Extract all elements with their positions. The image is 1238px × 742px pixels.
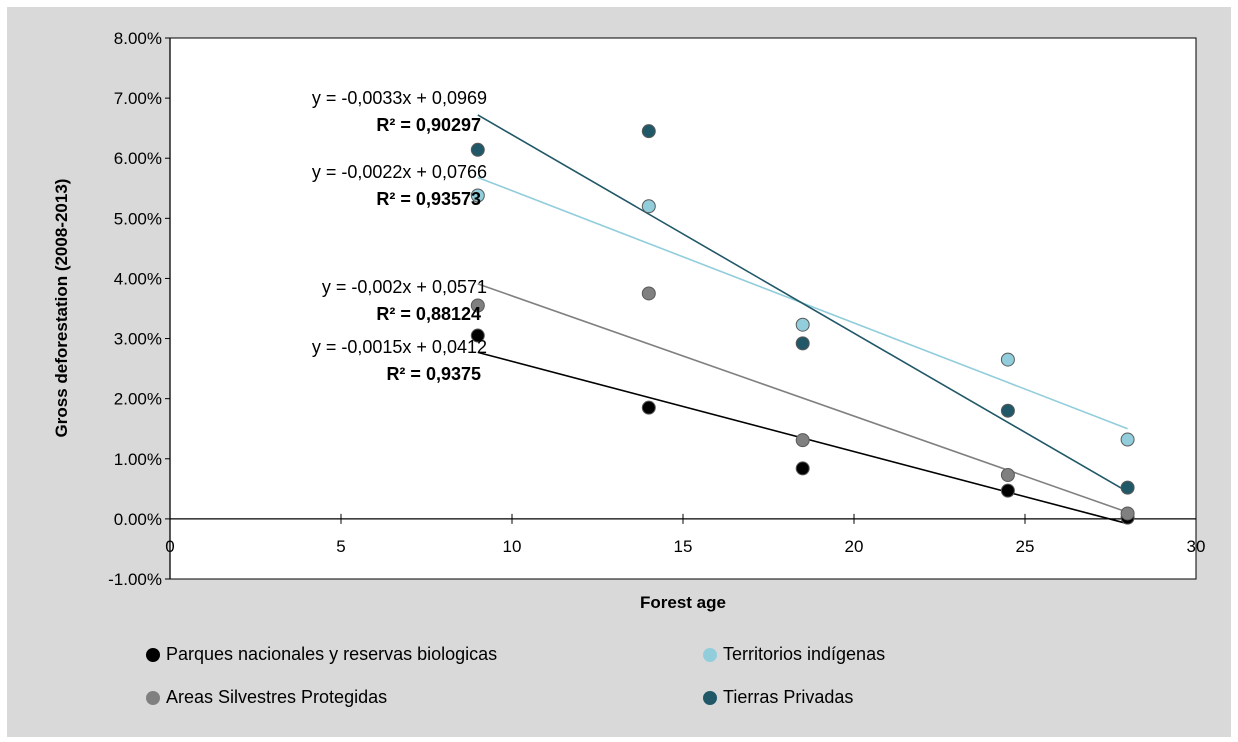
data-point (795, 433, 810, 448)
data-point (1000, 483, 1015, 498)
trendline-r2: R² = 0,9375 (386, 364, 481, 384)
x-tick-label: 15 (674, 537, 693, 556)
data-point (641, 400, 656, 415)
y-tick-label: -1.00% (108, 570, 162, 589)
x-tick-label: 5 (336, 537, 345, 556)
scatter-chart: -1.00% 0.00% 1.00% 2.00% 3.00% 4.00% 5.00% 6.00… (52, 29, 1206, 612)
data-point (470, 298, 485, 313)
trendline-equation: y = -0,002x + 0,0571 (322, 277, 487, 297)
trendline-r2: R² = 0,90297 (376, 115, 481, 135)
y-tick-label: 3.00% (114, 330, 162, 349)
data-point (641, 199, 656, 214)
y-tick-label: 4.00% (114, 269, 162, 288)
y-tick-label: 7.00% (114, 89, 162, 108)
trendline-r2: R² = 0,93573 (376, 189, 481, 209)
data-point (641, 286, 656, 301)
trendline-equation: y = -0,0022x + 0,0766 (312, 162, 487, 182)
data-point (1120, 506, 1135, 521)
trendline (477, 114, 1129, 493)
y-axis-title: Gross deforestation (2008-2013) (52, 179, 71, 438)
legend-label: Territorios indígenas (723, 644, 886, 664)
legend-swatch (703, 647, 717, 662)
y-tick-label: 2.00% (114, 390, 162, 409)
legend-item-parques: Parques nacionales y reservas biologicas (146, 644, 497, 665)
data-point (641, 124, 656, 139)
data-point (1000, 403, 1015, 418)
x-tick-label: 0 (165, 537, 174, 556)
data-point (470, 142, 485, 157)
y-tick-label: 8.00% (114, 29, 162, 48)
x-tick-label: 10 (503, 537, 522, 556)
x-tick-label: 20 (845, 537, 864, 556)
trendline-equation: y = -0,0015x + 0,0412 (312, 337, 487, 357)
x-tick-label: 30 (1187, 537, 1206, 556)
legend-label: Parques nacionales y reservas biologicas (166, 644, 498, 664)
legend-item-tierras: Tierras Privadas (703, 687, 853, 708)
y-tick-label: 5.00% (114, 209, 162, 228)
data-point (1000, 352, 1015, 367)
data-point (795, 336, 810, 351)
data-point (795, 317, 810, 332)
legend-item-areas: Areas Silvestres Protegidas (146, 687, 387, 708)
data-point (1000, 468, 1015, 483)
data-point (1120, 432, 1135, 447)
legend-swatch (703, 690, 717, 705)
plot-area (169, 37, 1197, 580)
legend-label: Tierras Privadas (723, 687, 854, 707)
x-axis-title: Forest age (640, 593, 726, 612)
data-point (470, 328, 485, 343)
trendline-r2: R² = 0,88124 (376, 304, 481, 324)
x-tick-label: 25 (1016, 537, 1035, 556)
y-tick-label: 1.00% (114, 450, 162, 469)
data-point (1120, 480, 1135, 495)
y-tick-label: 0.00% (114, 510, 162, 529)
legend-swatch (146, 647, 160, 662)
trendline (477, 283, 1128, 514)
y-tick-label: 6.00% (114, 149, 162, 168)
legend-item-territorios: Territorios indígenas (703, 644, 885, 665)
chart-frame: -1.00% 0.00% 1.00% 2.00% 3.00% 4.00% 5.00% 6.00… (7, 7, 1231, 737)
legend-label: Areas Silvestres Protegidas (166, 687, 388, 707)
data-point (470, 188, 485, 203)
legend-swatch (146, 690, 160, 705)
trendline-equation: y = -0,0033x + 0,0969 (312, 88, 487, 108)
data-point (795, 461, 810, 476)
